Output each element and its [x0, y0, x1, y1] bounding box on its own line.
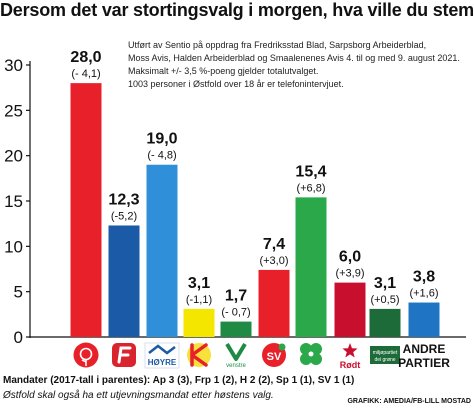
mdg-label-2: dei grøne — [374, 357, 395, 363]
mdg-label-1: miljøpartiet — [373, 350, 398, 356]
value-label: 19,0 — [146, 131, 177, 148]
venstre-v — [225, 342, 247, 361]
credit-text: GRAFIKK: AMEDIA/FB-LILL MOSTAD — [347, 398, 471, 405]
y-tick-label: 10 — [4, 237, 23, 256]
change-label: (- 4,8) — [147, 150, 176, 162]
y-tick-label: 20 — [4, 147, 23, 166]
venstre-label: venstre — [226, 363, 246, 369]
value-label: 3,8 — [413, 269, 435, 286]
change-label: (+0,5) — [370, 294, 399, 306]
y-tick-label: 30 — [4, 56, 23, 75]
value-label: 12,3 — [108, 191, 139, 208]
rodt-star — [342, 343, 358, 358]
sp-leaf — [310, 343, 322, 355]
frp-letter — [117, 346, 132, 364]
value-label: 1,7 — [225, 288, 247, 305]
andre-line-1: ANDRE — [403, 342, 446, 356]
ap-circle — [73, 342, 99, 368]
value-label: 28,0 — [70, 49, 101, 66]
sp-logo-icon — [300, 343, 322, 365]
note-line-3: Maksimalt +/- 3,5 %-poeng gjelder totalu… — [128, 66, 319, 76]
sv-logo-icon: SV — [262, 343, 286, 367]
rodt-logo-icon: Rødt — [340, 343, 361, 370]
bar-ap — [70, 83, 102, 337]
change-label: (+6,8) — [296, 182, 325, 194]
krf-letter — [190, 343, 208, 367]
methodology-note: Utført av Sentio på oppdrag fra Fredriks… — [128, 39, 460, 91]
change-label: (+1,6) — [409, 288, 438, 300]
change-label: (- 0,7) — [221, 307, 250, 319]
value-label: 7,4 — [263, 236, 285, 253]
value-label: 6,0 — [339, 249, 361, 266]
bar-sv — [258, 269, 290, 337]
change-label: (+3,9) — [335, 268, 364, 280]
sv-leaf — [278, 343, 286, 351]
mandater-text: Mandater (2017-tall i parentes): Ap 3 (3… — [3, 375, 355, 386]
bar-rødt — [334, 282, 366, 337]
bar-krf — [183, 308, 215, 337]
change-label: (-1,1) — [186, 294, 212, 306]
hoyre-logo-icon: HØYRE — [144, 342, 180, 369]
y-tick-label: 25 — [4, 101, 23, 120]
bar-mdg — [369, 308, 401, 337]
rodt-label: Rødt — [340, 360, 361, 370]
value-label: 3,1 — [188, 275, 210, 292]
mdg-box — [370, 346, 400, 364]
change-label: (+3,0) — [259, 255, 288, 267]
krf-logo-icon — [187, 343, 211, 367]
y-tick-label: 5 — [14, 283, 23, 302]
change-label: (- 4,1) — [71, 68, 100, 80]
sp-leaf — [310, 353, 322, 365]
value-label: 3,1 — [374, 275, 396, 292]
utjevning-text: Østfold skal også ha ett utjevningsmanda… — [3, 390, 274, 401]
venstre-logo-icon: venstre — [225, 342, 247, 369]
y-tick-label: 0 — [14, 328, 23, 347]
sv-label: SV — [267, 351, 282, 363]
bar-høyre — [146, 164, 178, 337]
ap-logo-icon — [73, 342, 99, 368]
note-line-4: 1003 personer i Østfold over 18 år er te… — [128, 79, 344, 89]
y-tick-label: 15 — [4, 192, 23, 211]
sp-leaf — [300, 353, 312, 365]
andre-line-2: PARTIER — [398, 356, 450, 370]
value-label: 15,4 — [295, 163, 326, 180]
chart-title: Dersom det var stortingsvalg i morgen, h… — [0, 0, 474, 20]
bar-frp — [108, 225, 140, 337]
bar-andre-partier — [408, 302, 440, 337]
hoyre-chevron — [148, 344, 176, 355]
frp-logo-icon — [112, 343, 136, 367]
bar-sp — [295, 197, 327, 337]
bar-venstre — [220, 321, 252, 337]
ap-stem — [81, 359, 87, 366]
change-label: (-5,2) — [111, 210, 137, 222]
sp-center — [308, 351, 314, 357]
sp-leaf — [300, 343, 312, 355]
hoyre-label: HØYRE — [148, 358, 177, 367]
note-line-1: Utført av Sentio på oppdrag fra Fredriks… — [128, 40, 427, 50]
note-line-2: Moss Avis, Halden Arbeiderblad og Smaale… — [128, 53, 460, 63]
